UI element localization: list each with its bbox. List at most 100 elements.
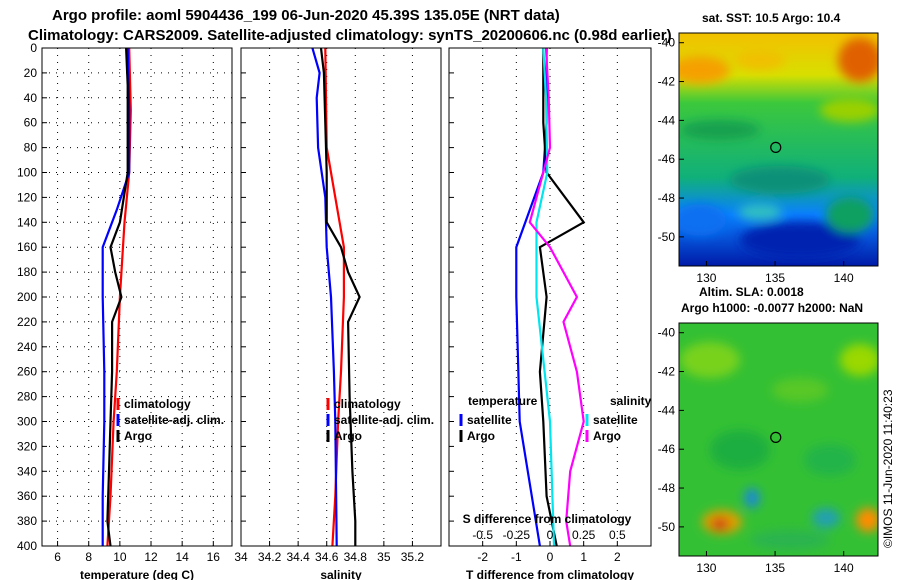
y-tick-label: 120 — [17, 190, 37, 204]
map-y-tick-label: -44 — [658, 403, 676, 417]
sst-map-image — [679, 33, 878, 266]
sst-map-frame — [678, 32, 879, 267]
x-axis-label: salinity — [320, 568, 362, 580]
series-line-climatology — [324, 48, 345, 546]
legend-label: Argo — [334, 429, 362, 443]
plot-frame — [240, 47, 442, 547]
legend-label: climatology — [124, 397, 191, 411]
y-tick-label: 180 — [17, 265, 37, 279]
x-tick-label: -1 — [511, 550, 522, 564]
legend-label: Argo — [467, 429, 495, 443]
map-y-tick-label: -46 — [658, 152, 676, 166]
series-group — [101, 48, 132, 546]
y-tick-label: 300 — [17, 415, 37, 429]
map-x-tick-label: 140 — [834, 561, 854, 575]
y-tick-label: 380 — [17, 514, 37, 528]
legend-label: Argo — [124, 429, 152, 443]
profile-location-marker — [770, 431, 782, 443]
legend-label: satellite-adj. clim. — [334, 413, 434, 427]
y-tick-label: 40 — [24, 91, 38, 105]
sst-map-axes: 130 135 140 -40 -42 -44 -46 -48 -50 — [658, 36, 854, 285]
y-tick-label: 0 — [30, 41, 37, 55]
profile-location-marker — [770, 141, 782, 153]
series-line-t-argo — [538, 48, 586, 546]
salinity-panel: 34 34.2 34.4 34.6 34.8 35 35.2 salinity climatol… — [234, 47, 442, 580]
x-tick-label: 34.6 — [315, 550, 339, 564]
map-y-tick-label: -50 — [658, 520, 676, 534]
y-tick-label: 260 — [17, 365, 37, 379]
map-x-tick-label: 140 — [834, 271, 854, 285]
series-line-s-satellite — [535, 48, 556, 546]
secondary-x-tick-label: -0.25 — [503, 528, 531, 542]
legend-label: Argo — [593, 429, 621, 443]
map-y-tick-label: -42 — [658, 365, 676, 379]
map-y-tick-label: -40 — [658, 326, 676, 340]
secondary-x-tick-label: -0.5 — [472, 528, 493, 542]
x-tick-label: 12 — [144, 550, 158, 564]
y-tick-label: 400 — [17, 539, 37, 553]
map-y-tick-label: -48 — [658, 481, 676, 495]
x-tick-label: 34.8 — [344, 550, 368, 564]
map-x-tick-label: 135 — [765, 271, 785, 285]
x-tick-label: 34.2 — [258, 550, 282, 564]
x-axis-label: T difference from climatology — [466, 568, 634, 580]
x-tick-label: 14 — [175, 550, 189, 564]
legend-label: satellite-adj. clim. — [124, 413, 224, 427]
y-tick-label: 100 — [17, 166, 37, 180]
map-x-tick-label: 130 — [696, 561, 716, 575]
secondary-x-axis-label: S difference from climatology — [463, 512, 632, 526]
sla-map-title-line2: Argo h1000: -0.0077 h2000: NaN — [681, 301, 863, 315]
legend-header-salinity: salinity — [610, 394, 652, 408]
series-line-argo — [319, 48, 361, 546]
y-tick-label: 360 — [17, 489, 37, 503]
legend-label: satellite — [593, 413, 638, 427]
sla-map-title-line1: Altim. SLA: 0.0018 — [699, 285, 804, 299]
x-tick-label: 0 — [547, 550, 554, 564]
x-axis-label: temperature (deg C) — [80, 568, 194, 580]
x-tick-label: 34 — [234, 550, 248, 564]
map-y-tick-label: -48 — [658, 191, 676, 205]
difference-panel: -2 -1 0 1 2 T difference from climatology temp… — [448, 47, 652, 580]
x-tick-label: 2 — [614, 550, 621, 564]
legend-label: satellite — [467, 413, 512, 427]
secondary-x-tick-label: 0.5 — [609, 528, 626, 542]
y-tick-label: 140 — [17, 215, 37, 229]
map-y-tick-label: -46 — [658, 442, 676, 456]
x-tick-label: 35.2 — [401, 550, 425, 564]
series-group — [515, 48, 586, 546]
series-line-t-satellite — [515, 48, 548, 546]
x-tick-label: -2 — [477, 550, 488, 564]
map-x-tick-label: 135 — [765, 561, 785, 575]
x-tick-label: 8 — [85, 550, 92, 564]
legend-label: climatology — [334, 397, 401, 411]
imos-credit: ©IMOS 11-Jun-2020 11:40:23 — [881, 389, 895, 548]
y-tick-label: 80 — [24, 141, 38, 155]
map-y-tick-label: -44 — [658, 113, 676, 127]
map-y-tick-label: -40 — [658, 36, 676, 50]
x-tick-label: 35 — [377, 550, 391, 564]
y-tick-label: 200 — [17, 290, 37, 304]
x-tick-label: 6 — [54, 550, 61, 564]
y-tick-label: 60 — [24, 116, 38, 130]
x-tick-label: 16 — [207, 550, 221, 564]
x-tick-label: 10 — [113, 550, 127, 564]
sla-map-image — [679, 323, 878, 556]
sla-map-frame — [678, 322, 879, 557]
secondary-x-tick-label: 0 — [547, 528, 554, 542]
figure-title-line1: Argo profile: aoml 5904436_199 06-Jun-20… — [52, 7, 560, 24]
map-y-tick-label: -42 — [658, 75, 676, 89]
y-tick-label: 320 — [17, 439, 37, 453]
figure-title-line2: Climatology: CARS2009. Satellite-adjuste… — [28, 27, 672, 44]
x-tick-label: 34.4 — [286, 550, 310, 564]
series-line-s-argo — [528, 48, 585, 546]
legend-header-temperature: temperature — [468, 394, 538, 408]
secondary-x-tick-label: 0.25 — [572, 528, 596, 542]
y-tick-label: 240 — [17, 340, 37, 354]
sst-map-title: sat. SST: 10.5 Argo: 10.4 — [702, 11, 841, 25]
x-tick-label: 1 — [580, 550, 587, 564]
series-line-satellite-adj-clim- — [101, 48, 131, 546]
y-tick-label: 280 — [17, 390, 37, 404]
temperature-panel: 6 8 10 12 14 16 temperature (deg C) 0 20 40 60 80 10… — [17, 41, 233, 580]
series-group — [311, 48, 361, 546]
